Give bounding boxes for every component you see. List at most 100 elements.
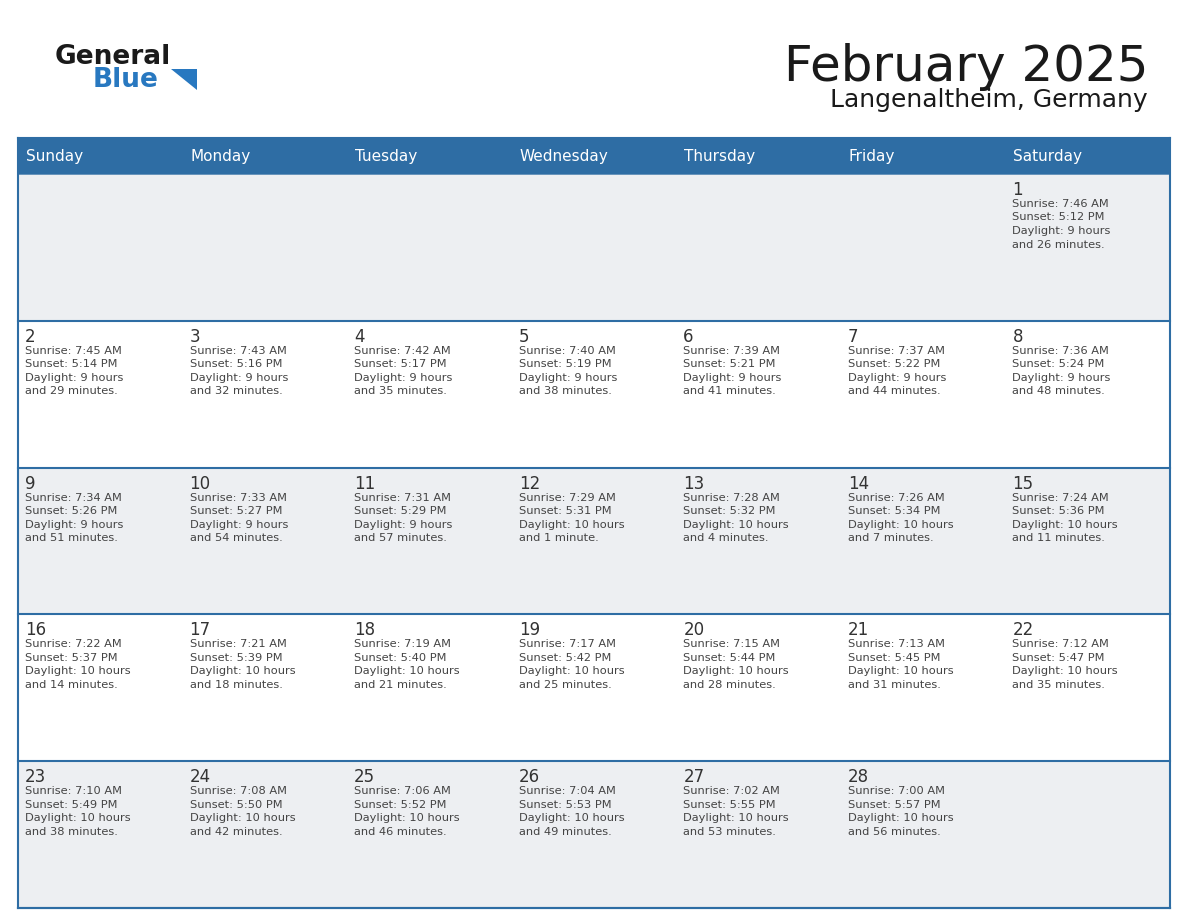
Text: Friday: Friday [849,149,896,163]
Text: Sunrise: 7:13 AM: Sunrise: 7:13 AM [848,640,944,649]
Text: Sunset: 5:52 PM: Sunset: 5:52 PM [354,800,447,810]
Text: 9: 9 [25,475,36,493]
Text: and 1 minute.: and 1 minute. [519,533,599,543]
Text: 18: 18 [354,621,375,640]
Text: and 51 minutes.: and 51 minutes. [25,533,118,543]
Text: General: General [55,44,171,70]
Text: and 4 minutes.: and 4 minutes. [683,533,769,543]
Text: Daylight: 10 hours: Daylight: 10 hours [519,813,625,823]
Text: and 35 minutes.: and 35 minutes. [354,386,447,397]
Text: Sunset: 5:44 PM: Sunset: 5:44 PM [683,653,776,663]
Text: Daylight: 10 hours: Daylight: 10 hours [1012,520,1118,530]
Text: Sunset: 5:12 PM: Sunset: 5:12 PM [1012,212,1105,222]
Text: Sunrise: 7:39 AM: Sunrise: 7:39 AM [683,346,781,356]
Text: Sunset: 5:29 PM: Sunset: 5:29 PM [354,506,447,516]
Text: Sunrise: 7:26 AM: Sunrise: 7:26 AM [848,493,944,502]
Text: Sunset: 5:34 PM: Sunset: 5:34 PM [848,506,941,516]
Text: and 42 minutes.: and 42 minutes. [190,827,283,836]
Text: Daylight: 9 hours: Daylight: 9 hours [519,373,617,383]
Text: 11: 11 [354,475,375,493]
Text: and 35 minutes.: and 35 minutes. [1012,680,1105,690]
Text: Monday: Monday [190,149,251,163]
Text: 21: 21 [848,621,870,640]
Text: Sunset: 5:37 PM: Sunset: 5:37 PM [25,653,118,663]
Text: Sunrise: 7:06 AM: Sunrise: 7:06 AM [354,786,451,796]
Text: Daylight: 10 hours: Daylight: 10 hours [519,520,625,530]
Text: Sunset: 5:19 PM: Sunset: 5:19 PM [519,359,612,369]
Text: Daylight: 10 hours: Daylight: 10 hours [519,666,625,677]
Text: Daylight: 9 hours: Daylight: 9 hours [190,520,287,530]
Bar [18,761,1170,908]
Text: 13: 13 [683,475,704,493]
Text: Sunset: 5:50 PM: Sunset: 5:50 PM [190,800,283,810]
Text: 16: 16 [25,621,46,640]
Text: Daylight: 10 hours: Daylight: 10 hours [848,520,954,530]
Text: Daylight: 10 hours: Daylight: 10 hours [354,813,460,823]
Text: Sunset: 5:21 PM: Sunset: 5:21 PM [683,359,776,369]
Text: Sunrise: 7:31 AM: Sunrise: 7:31 AM [354,493,451,502]
Text: Sunrise: 7:46 AM: Sunrise: 7:46 AM [1012,199,1110,209]
Text: and 31 minutes.: and 31 minutes. [848,680,941,690]
Text: 22: 22 [1012,621,1034,640]
Text: Sunrise: 7:43 AM: Sunrise: 7:43 AM [190,346,286,356]
Text: 23: 23 [25,768,46,786]
Text: 7: 7 [848,328,859,346]
Text: 19: 19 [519,621,539,640]
Text: Sunset: 5:49 PM: Sunset: 5:49 PM [25,800,118,810]
Text: Daylight: 10 hours: Daylight: 10 hours [25,666,131,677]
Text: and 41 minutes.: and 41 minutes. [683,386,776,397]
Text: 2: 2 [25,328,36,346]
Text: and 25 minutes.: and 25 minutes. [519,680,612,690]
Text: Sunrise: 7:33 AM: Sunrise: 7:33 AM [190,493,286,502]
Text: Sunset: 5:22 PM: Sunset: 5:22 PM [848,359,940,369]
Text: 20: 20 [683,621,704,640]
Text: 5: 5 [519,328,529,346]
Text: Thursday: Thursday [684,149,756,163]
Text: Daylight: 9 hours: Daylight: 9 hours [848,373,946,383]
Text: Daylight: 10 hours: Daylight: 10 hours [354,666,460,677]
Text: 4: 4 [354,328,365,346]
Text: and 28 minutes.: and 28 minutes. [683,680,776,690]
Text: Daylight: 10 hours: Daylight: 10 hours [848,666,954,677]
Text: Daylight: 9 hours: Daylight: 9 hours [354,373,453,383]
Text: Daylight: 9 hours: Daylight: 9 hours [25,520,124,530]
Text: and 18 minutes.: and 18 minutes. [190,680,283,690]
Text: Sunset: 5:27 PM: Sunset: 5:27 PM [190,506,282,516]
Text: Sunset: 5:40 PM: Sunset: 5:40 PM [354,653,447,663]
Text: Daylight: 10 hours: Daylight: 10 hours [190,666,295,677]
Text: and 14 minutes.: and 14 minutes. [25,680,118,690]
Text: Sunset: 5:32 PM: Sunset: 5:32 PM [683,506,776,516]
Text: Sunrise: 7:37 AM: Sunrise: 7:37 AM [848,346,944,356]
Text: and 32 minutes.: and 32 minutes. [190,386,283,397]
Text: 15: 15 [1012,475,1034,493]
Text: Sunrise: 7:40 AM: Sunrise: 7:40 AM [519,346,615,356]
Text: Sunrise: 7:45 AM: Sunrise: 7:45 AM [25,346,122,356]
Text: Sunrise: 7:42 AM: Sunrise: 7:42 AM [354,346,451,356]
Text: Daylight: 9 hours: Daylight: 9 hours [1012,226,1111,236]
Text: 6: 6 [683,328,694,346]
Text: Sunrise: 7:00 AM: Sunrise: 7:00 AM [848,786,944,796]
Text: Sunrise: 7:19 AM: Sunrise: 7:19 AM [354,640,451,649]
Text: Sunrise: 7:22 AM: Sunrise: 7:22 AM [25,640,121,649]
Text: Sunset: 5:55 PM: Sunset: 5:55 PM [683,800,776,810]
Text: Tuesday: Tuesday [355,149,417,163]
Text: Daylight: 10 hours: Daylight: 10 hours [683,813,789,823]
Text: February 2025: February 2025 [784,43,1148,91]
Text: Daylight: 10 hours: Daylight: 10 hours [848,813,954,823]
Text: Sunset: 5:47 PM: Sunset: 5:47 PM [1012,653,1105,663]
Text: Sunrise: 7:12 AM: Sunrise: 7:12 AM [1012,640,1110,649]
Text: Sunset: 5:36 PM: Sunset: 5:36 PM [1012,506,1105,516]
Bar [18,320,1170,467]
Bar [18,614,1170,761]
Text: and 26 minutes.: and 26 minutes. [1012,240,1105,250]
Text: and 7 minutes.: and 7 minutes. [848,533,934,543]
Text: 17: 17 [190,621,210,640]
Text: Sunset: 5:39 PM: Sunset: 5:39 PM [190,653,283,663]
Text: Sunday: Sunday [26,149,83,163]
Text: 10: 10 [190,475,210,493]
Text: 25: 25 [354,768,375,786]
Text: Sunrise: 7:02 AM: Sunrise: 7:02 AM [683,786,781,796]
Text: Daylight: 10 hours: Daylight: 10 hours [683,520,789,530]
Text: and 48 minutes.: and 48 minutes. [1012,386,1105,397]
Text: and 54 minutes.: and 54 minutes. [190,533,283,543]
